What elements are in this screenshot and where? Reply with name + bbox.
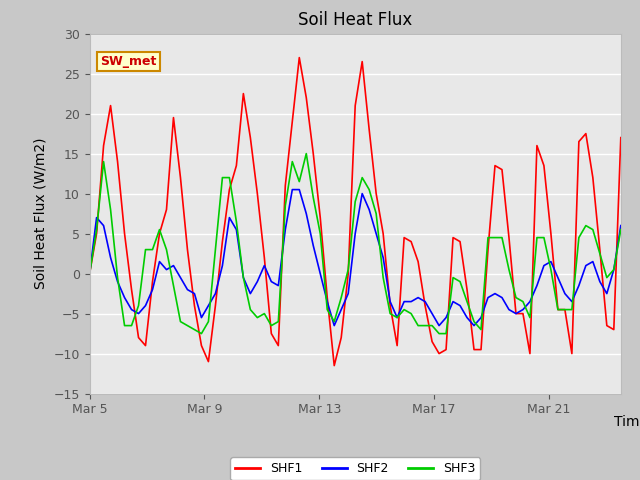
Legend: SHF1, SHF2, SHF3: SHF1, SHF2, SHF3 <box>230 457 480 480</box>
Y-axis label: Soil Heat Flux (W/m2): Soil Heat Flux (W/m2) <box>34 138 48 289</box>
Text: SW_met: SW_met <box>100 55 157 68</box>
X-axis label: Time: Time <box>614 415 640 429</box>
Title: Soil Heat Flux: Soil Heat Flux <box>298 11 412 29</box>
